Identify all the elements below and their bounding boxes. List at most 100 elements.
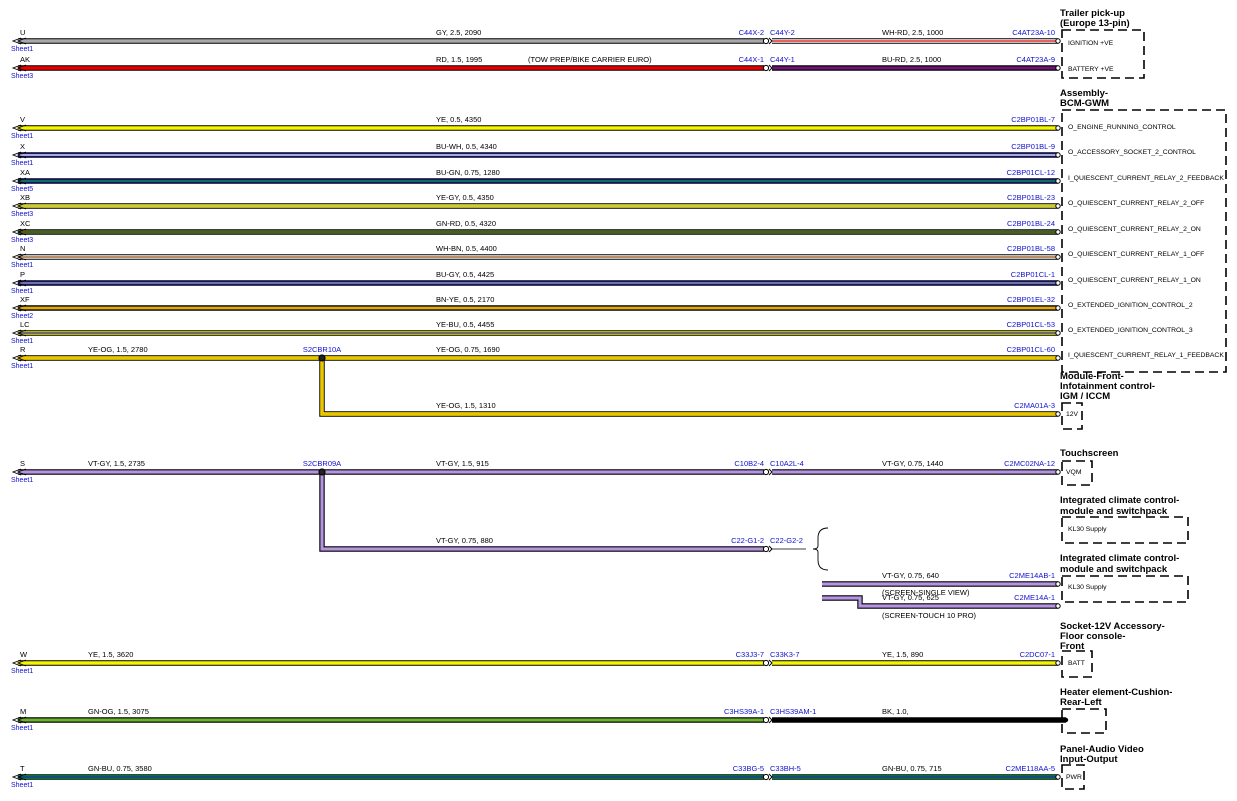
off-sheet-arrow: [11, 151, 27, 159]
off-sheet-arrow: [11, 228, 27, 236]
component-title: Panel-Audio Video: [1060, 744, 1144, 755]
off-sheet-arrow: [11, 468, 27, 476]
sheet-link: Sheet3: [11, 237, 33, 244]
inline-connector: [762, 468, 770, 476]
signal-name: O_ENGINE_RUNNING_CONTROL: [1068, 124, 1176, 131]
pin-terminal: [1055, 280, 1061, 286]
sheet-link: Sheet1: [11, 363, 33, 370]
endpoint-pin: C2BP01BL-9: [1011, 142, 1055, 151]
endpoint-pin: C2ME14A-1: [1014, 593, 1055, 602]
wire-spec-label: WH-BN, 0.5, 4400: [436, 244, 497, 253]
pin-terminal: [1055, 603, 1061, 609]
off-sheet-arrow: [11, 253, 27, 261]
endpoint-pin: C2ME118AA-5: [1006, 764, 1055, 773]
sheet-link: Sheet1: [11, 160, 33, 167]
signal-name: O_EXTENDED_IGNITION_CONTROL_2: [1068, 302, 1193, 309]
signal-name: O_QUIESCENT_CURRENT_RELAY_1_ON: [1068, 277, 1201, 284]
branch-wire-S: [319, 472, 764, 552]
wire-letter: M: [20, 707, 26, 716]
pin-terminal: [1055, 305, 1061, 311]
endpoint-pin: C4AT23A-9: [1016, 55, 1055, 64]
wire-spec-label: GY, 2.5, 2090: [436, 28, 481, 37]
component-title: Floor console-: [1060, 631, 1125, 642]
option-brace: [812, 527, 829, 571]
component-box: [1061, 460, 1093, 486]
sheet-link: Sheet1: [11, 725, 33, 732]
inline-connector-mating: [768, 773, 773, 781]
wire-letter: X: [20, 142, 25, 151]
option-note: (SCREEN-TOUCH 10 PRO): [882, 611, 977, 620]
wire-letter: U: [20, 28, 25, 37]
wire-letter: P: [20, 270, 25, 279]
wire-spec-label: VT-GY, 0.75, 640: [882, 571, 939, 580]
wire-spec-label: YE-GY, 0.5, 4350: [436, 193, 494, 202]
component-title: module and switchpack: [1060, 564, 1168, 575]
sheet-link: Sheet1: [11, 477, 33, 484]
sheet-link: Sheet3: [11, 211, 33, 218]
endpoint-pin: C2BP01CL-53: [1007, 320, 1055, 329]
wire-letter: V: [20, 115, 25, 124]
off-sheet-arrow: [11, 329, 27, 337]
option-note: (TOW PREP/BIKE CARRIER EURO): [528, 55, 652, 64]
inline-connector: [762, 37, 770, 45]
off-sheet-arrow: [11, 773, 27, 781]
off-sheet-arrow: [11, 304, 27, 312]
component-title: (Europe 13-pin): [1060, 18, 1130, 29]
wire-letter: AK: [20, 55, 30, 64]
sheet-link: Sheet1: [11, 262, 33, 269]
wire-spec-label: YE-OG, 1.5, 2780: [88, 345, 148, 354]
endpoint-pin: C2BP01BL-24: [1007, 219, 1055, 228]
off-sheet-arrow: [11, 124, 27, 132]
wire-spec-label: GN-BU, 0.75, 715: [882, 764, 942, 773]
inline-connector: [762, 659, 770, 667]
pin-terminal: [1055, 203, 1061, 209]
component-title: Touchscreen: [1060, 448, 1119, 459]
connector-pin-b: C44Y-2: [770, 28, 795, 37]
inline-connector-mating: [768, 545, 773, 553]
component-title: Rear-Left: [1060, 697, 1103, 708]
wire-letter: R: [20, 345, 26, 354]
wire-spec-label: BU-WH, 0.5, 4340: [436, 142, 497, 151]
wire-spec-label: GN-OG, 1.5, 3075: [88, 707, 149, 716]
component-title: Infotainment control-: [1060, 381, 1155, 392]
signal-name: KL30 Supply: [1068, 526, 1107, 533]
component-title: Integrated climate control-: [1060, 495, 1179, 506]
component-title: module and switchpack: [1060, 506, 1168, 517]
wire-letter: N: [20, 244, 25, 253]
wire-spec-label: YE-OG, 0.75, 1690: [436, 345, 500, 354]
wire-letter: XF: [20, 295, 30, 304]
branch-wire-touch10pro-stripe: [822, 597, 1058, 607]
component-title: Front: [1060, 641, 1085, 652]
component-title: Integrated climate control-: [1060, 553, 1179, 564]
component-box: [1061, 764, 1085, 790]
inline-connector-mating: [768, 716, 773, 724]
sheet-link: Sheet1: [11, 288, 33, 295]
sheet-link: Sheet1: [11, 133, 33, 140]
off-sheet-arrow: [11, 37, 27, 45]
pin-terminal: [1063, 717, 1069, 723]
wire-spec-label: YE, 1.5, 890: [882, 650, 923, 659]
inline-connector-mating: [768, 64, 773, 72]
signal-name: PWR: [1066, 774, 1082, 781]
signal-name: IGNITION +VE: [1068, 40, 1114, 47]
inline-connector: [762, 64, 770, 72]
wire-spec-label: YE, 0.5, 4350: [436, 115, 481, 124]
off-sheet-arrow: [11, 177, 27, 185]
pin-terminal: [1055, 581, 1061, 587]
off-sheet-arrow: [11, 716, 27, 724]
off-sheet-arrow: [11, 64, 27, 72]
component-box: [1061, 708, 1107, 734]
wire-spec-label: RD, 1.5, 1995: [436, 55, 482, 64]
pin-terminal: [1055, 469, 1061, 475]
endpoint-pin: C2BP01BL-23: [1007, 193, 1055, 202]
connector-pin-a: C44X-2: [739, 28, 764, 37]
wire-spec-label: BK, 1.0,: [882, 707, 909, 716]
component-title: Module-Front-: [1060, 371, 1124, 382]
endpoint-pin: C2MC02NA-12: [1004, 459, 1055, 468]
signal-name: BATTERY +VE: [1068, 66, 1114, 73]
component-box: [1061, 516, 1189, 544]
endpoint-pin: C2ME14AB-1: [1009, 571, 1055, 580]
signal-name: O_EXTENDED_IGNITION_CONTROL_3: [1068, 327, 1193, 334]
wire-spec-label: BU-GN, 0.75, 1280: [436, 168, 500, 177]
